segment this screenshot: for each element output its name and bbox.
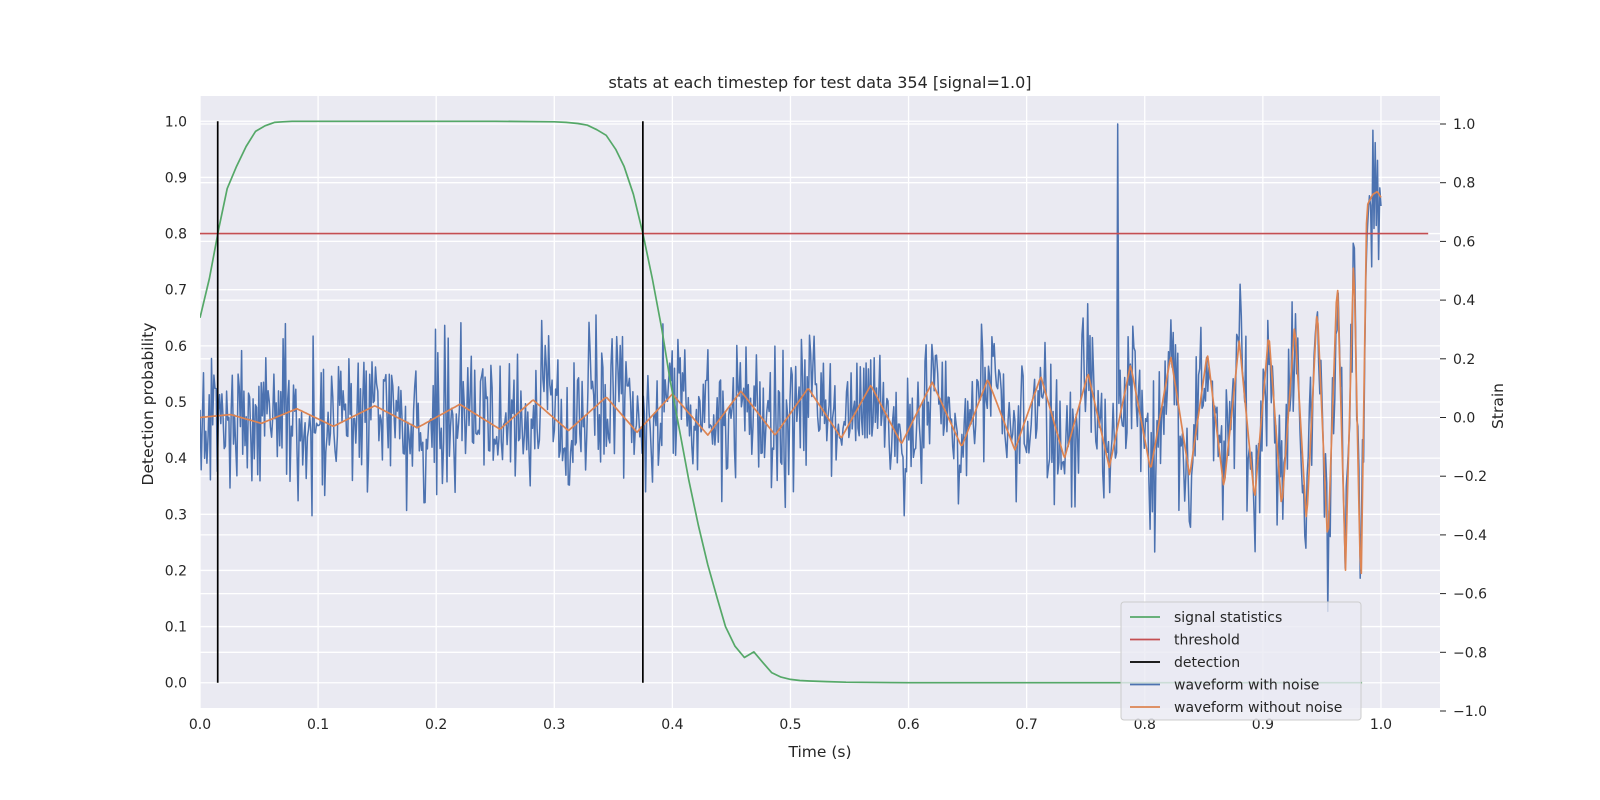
x-axis-label: Time (s)	[787, 743, 851, 761]
y-tick-label-left: 0.0	[165, 676, 187, 692]
y-tick-label-right: 0.6	[1453, 234, 1475, 250]
y-tick-label-left: 0.1	[165, 620, 187, 636]
y-axis-right-label: Strain	[1489, 383, 1507, 429]
x-tick-label: 0.6	[897, 717, 919, 733]
y-tick-label-left: 0.6	[165, 339, 187, 355]
x-tick-label: 0.0	[189, 717, 211, 733]
x-tick-label: 1.0	[1370, 717, 1392, 733]
legend-label: waveform without noise	[1174, 700, 1342, 716]
legend-label: waveform with noise	[1174, 678, 1319, 694]
series-layer	[200, 120, 1429, 684]
y-tick-label-right: −0.4	[1453, 528, 1487, 544]
x-axis-ticks: 0.0 0.1 0.2 0.3 0.4 0.5 0.6 0.7 0.8 0.9 1.0	[189, 717, 1392, 733]
y-axis-right-ticks: −1.0 −0.8 −0.6 −0.4 −0.2 0.0 0.2 0.4 0.6 0.8 1.0	[1440, 117, 1487, 720]
series-waveform-with-noise	[200, 123, 1382, 613]
legend-label: signal statistics	[1174, 610, 1282, 626]
legend-label: threshold	[1174, 633, 1240, 649]
y-axis-left-label: Detection probability	[139, 323, 157, 486]
y-tick-label-left: 0.3	[165, 507, 187, 523]
y-tick-label-right: −0.8	[1453, 645, 1487, 661]
y-tick-label-left: 1.0	[165, 114, 187, 130]
legend-label: detection	[1174, 655, 1240, 671]
y-tick-label-right: 0.4	[1453, 293, 1475, 309]
x-tick-label: 0.3	[543, 717, 565, 733]
x-tick-label: 0.1	[307, 717, 329, 733]
y-tick-label-right: −1.0	[1453, 704, 1487, 720]
y-tick-label-right: 0.8	[1453, 176, 1475, 192]
y-axis-left-ticks: 0.0 0.1 0.2 0.3 0.4 0.5 0.6 0.7 0.8 0.9 1.0	[165, 114, 187, 691]
y-tick-label-left: 0.5	[165, 395, 187, 411]
y-tick-label-left: 0.8	[165, 227, 187, 243]
y-tick-label-left: 0.4	[165, 451, 187, 467]
y-tick-label-right: 0.2	[1453, 352, 1475, 368]
x-tick-label: 0.4	[661, 717, 683, 733]
y-tick-label-right: 0.0	[1453, 411, 1475, 427]
y-tick-label-right: 1.0	[1453, 117, 1475, 133]
y-tick-label-left: 0.2	[165, 563, 187, 579]
x-tick-label: 0.9	[1252, 717, 1274, 733]
y-tick-label-right: −0.6	[1453, 587, 1487, 603]
y-tick-label-left: 0.7	[165, 283, 187, 299]
x-tick-label: 0.2	[425, 717, 447, 733]
x-tick-label: 0.8	[1134, 717, 1156, 733]
chart-title: stats at each timestep for test data 354…	[608, 73, 1031, 92]
legend: signal statistics threshold detection wavef…	[1120, 601, 1362, 721]
x-tick-label: 0.7	[1016, 717, 1038, 733]
y-tick-label-left: 0.9	[165, 170, 187, 186]
legend-frame	[1120, 601, 1362, 721]
series-waveform-without-noise	[200, 190, 1382, 575]
series-signal-statistics	[200, 120, 1363, 684]
x-tick-label: 0.5	[779, 717, 801, 733]
y-tick-label-right: −0.2	[1453, 469, 1487, 485]
